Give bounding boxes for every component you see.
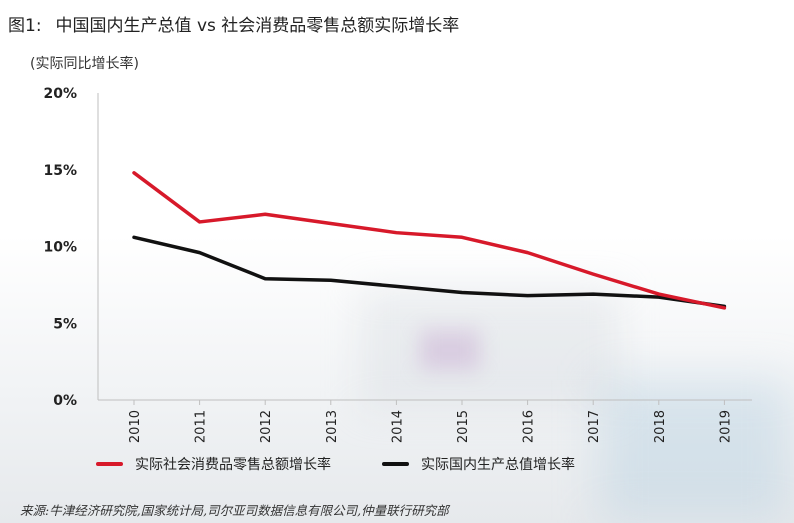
- background-photo-blur: [600, 380, 790, 520]
- series-line-gdp: [132, 235, 727, 309]
- x-tick-label: 2015: [456, 410, 471, 443]
- background-photo-blur: [360, 290, 620, 410]
- x-tick-label: 2012: [259, 410, 274, 443]
- legend-label-gdp: 实际国内生产总值增长率: [421, 457, 575, 473]
- x-tick-label: 2014: [390, 410, 405, 443]
- x-tick-label: 2016: [522, 410, 537, 443]
- x-tick-label: 2013: [325, 410, 340, 443]
- x-tick-label: 2018: [653, 410, 668, 443]
- y-tick-labels: 0% 5% 10% 15% 20%: [43, 86, 77, 409]
- y-tick-label: 0%: [53, 393, 77, 409]
- series-lines: [132, 171, 727, 310]
- y-axis-unit-label: (实际同比增长率): [30, 56, 139, 72]
- y-tick-label: 10%: [43, 240, 77, 256]
- source-note: 来源:牛津经济研究院,国家统计局,司尔亚司数据信息有限公司,仲量联行研究部: [20, 503, 449, 518]
- x-tick-label: 2010: [128, 410, 143, 443]
- legend-item-retail: 实际社会消费品零售总额增长率: [96, 454, 331, 474]
- x-tick-label: 2011: [194, 410, 209, 443]
- figure-number: 图1:: [8, 16, 42, 36]
- chart-title: 图1: 中国国内生产总值 vs 社会消费品零售总额实际增长率: [8, 11, 459, 36]
- y-tick-label: 5%: [53, 316, 77, 332]
- chart-axes: [97, 93, 752, 401]
- series-line-retail: [132, 171, 727, 310]
- figure-title-text: 中国国内生产总值 vs 社会消费品零售总额实际增长率: [55, 16, 460, 36]
- legend-swatch-gdp: [382, 462, 409, 466]
- y-tick-label: 20%: [43, 86, 77, 102]
- legend-swatch-retail: [96, 462, 123, 466]
- legend-label-retail: 实际社会消费品零售总额增长率: [135, 457, 331, 473]
- x-tick-label: 2019: [718, 410, 733, 443]
- background-photo-blur: [420, 330, 480, 370]
- y-tick-label: 15%: [43, 163, 77, 179]
- x-tick-label: 2017: [587, 410, 602, 443]
- x-tick-labels: 2010 2011 2012 2013 2014 2015 2016 2017 2018 2019: [128, 400, 733, 443]
- legend-item-gdp: 实际国内生产总值增长率: [382, 454, 575, 474]
